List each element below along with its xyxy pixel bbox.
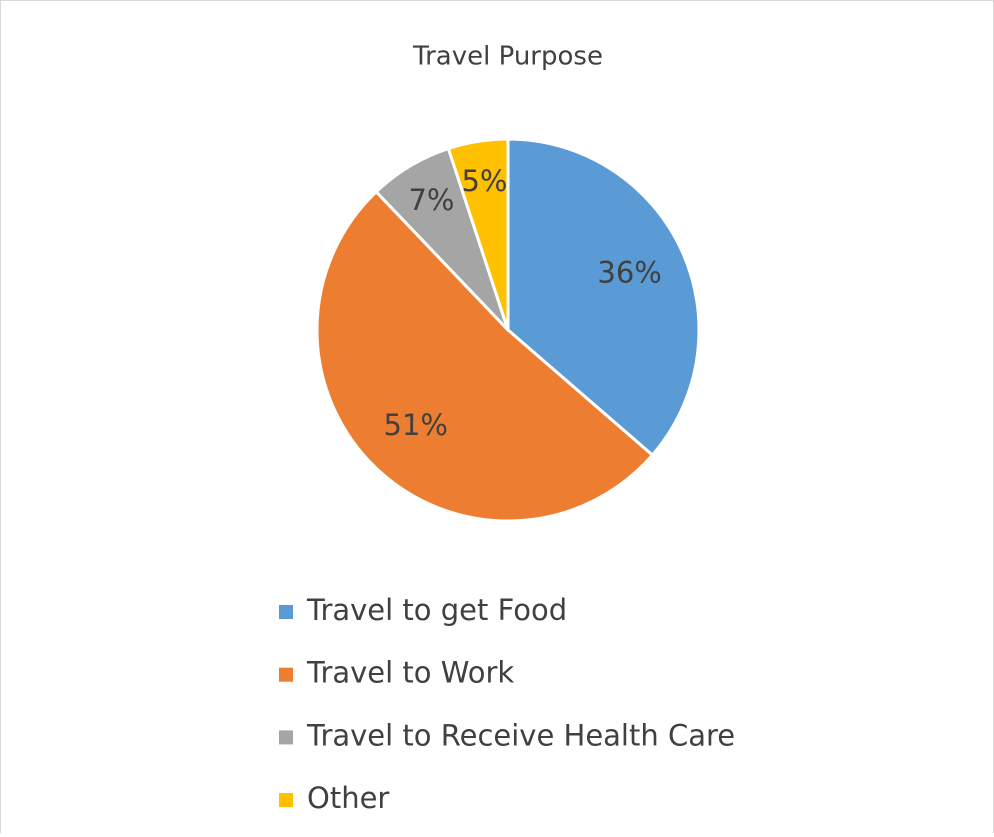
pie-slice <box>506 137 701 458</box>
legend-swatch <box>279 730 293 745</box>
legend-label: Travel to Work <box>306 656 514 690</box>
data-label: 51% <box>384 408 448 442</box>
data-label: 7% <box>408 183 454 217</box>
legend-label: Other <box>307 781 389 815</box>
pie-slice <box>315 189 655 523</box>
legend-label: Travel to get Food <box>306 593 567 627</box>
legend-swatch <box>279 605 293 619</box>
legend-label: Travel to Receive Health Care <box>306 718 735 752</box>
data-label: 36% <box>597 255 661 289</box>
chart-title: Travel Purpose <box>412 42 603 72</box>
legend-swatch <box>279 667 293 682</box>
pie-slice <box>446 137 510 331</box>
legend-swatch <box>279 793 293 808</box>
data-label: 5% <box>461 164 507 198</box>
